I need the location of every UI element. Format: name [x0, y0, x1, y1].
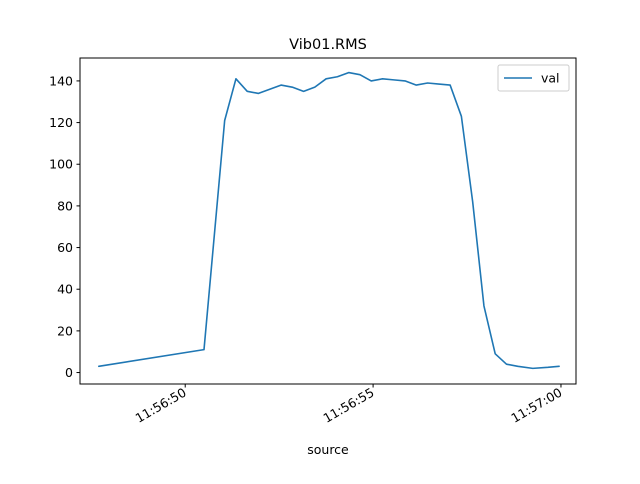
plot-frame [80, 58, 576, 384]
y-tick-label: 100 [49, 157, 73, 172]
x-axis-label: source [307, 442, 349, 457]
x-tick-label: 11:56:50 [133, 385, 189, 426]
x-axis: 11:56:50 11:56:55 11:57:00 [133, 384, 565, 426]
chart-title: Vib01.RMS [289, 37, 367, 53]
legend: val [498, 65, 569, 91]
x-tick-label: 11:57:00 [508, 385, 564, 426]
y-tick-label: 60 [57, 240, 73, 255]
y-axis: 0 20 40 60 80 100 120 140 [49, 73, 80, 380]
y-tick-label: 20 [57, 323, 73, 338]
y-tick-label: 0 [65, 365, 73, 380]
legend-label: val [541, 71, 560, 86]
y-tick-label: 40 [57, 282, 73, 297]
x-tick-label: 11:56:55 [320, 385, 376, 426]
y-tick-label: 140 [49, 73, 73, 88]
y-tick-label: 120 [49, 115, 73, 130]
series-layer [99, 73, 559, 369]
y-tick-label: 80 [57, 198, 73, 213]
series-line-val [99, 73, 559, 369]
